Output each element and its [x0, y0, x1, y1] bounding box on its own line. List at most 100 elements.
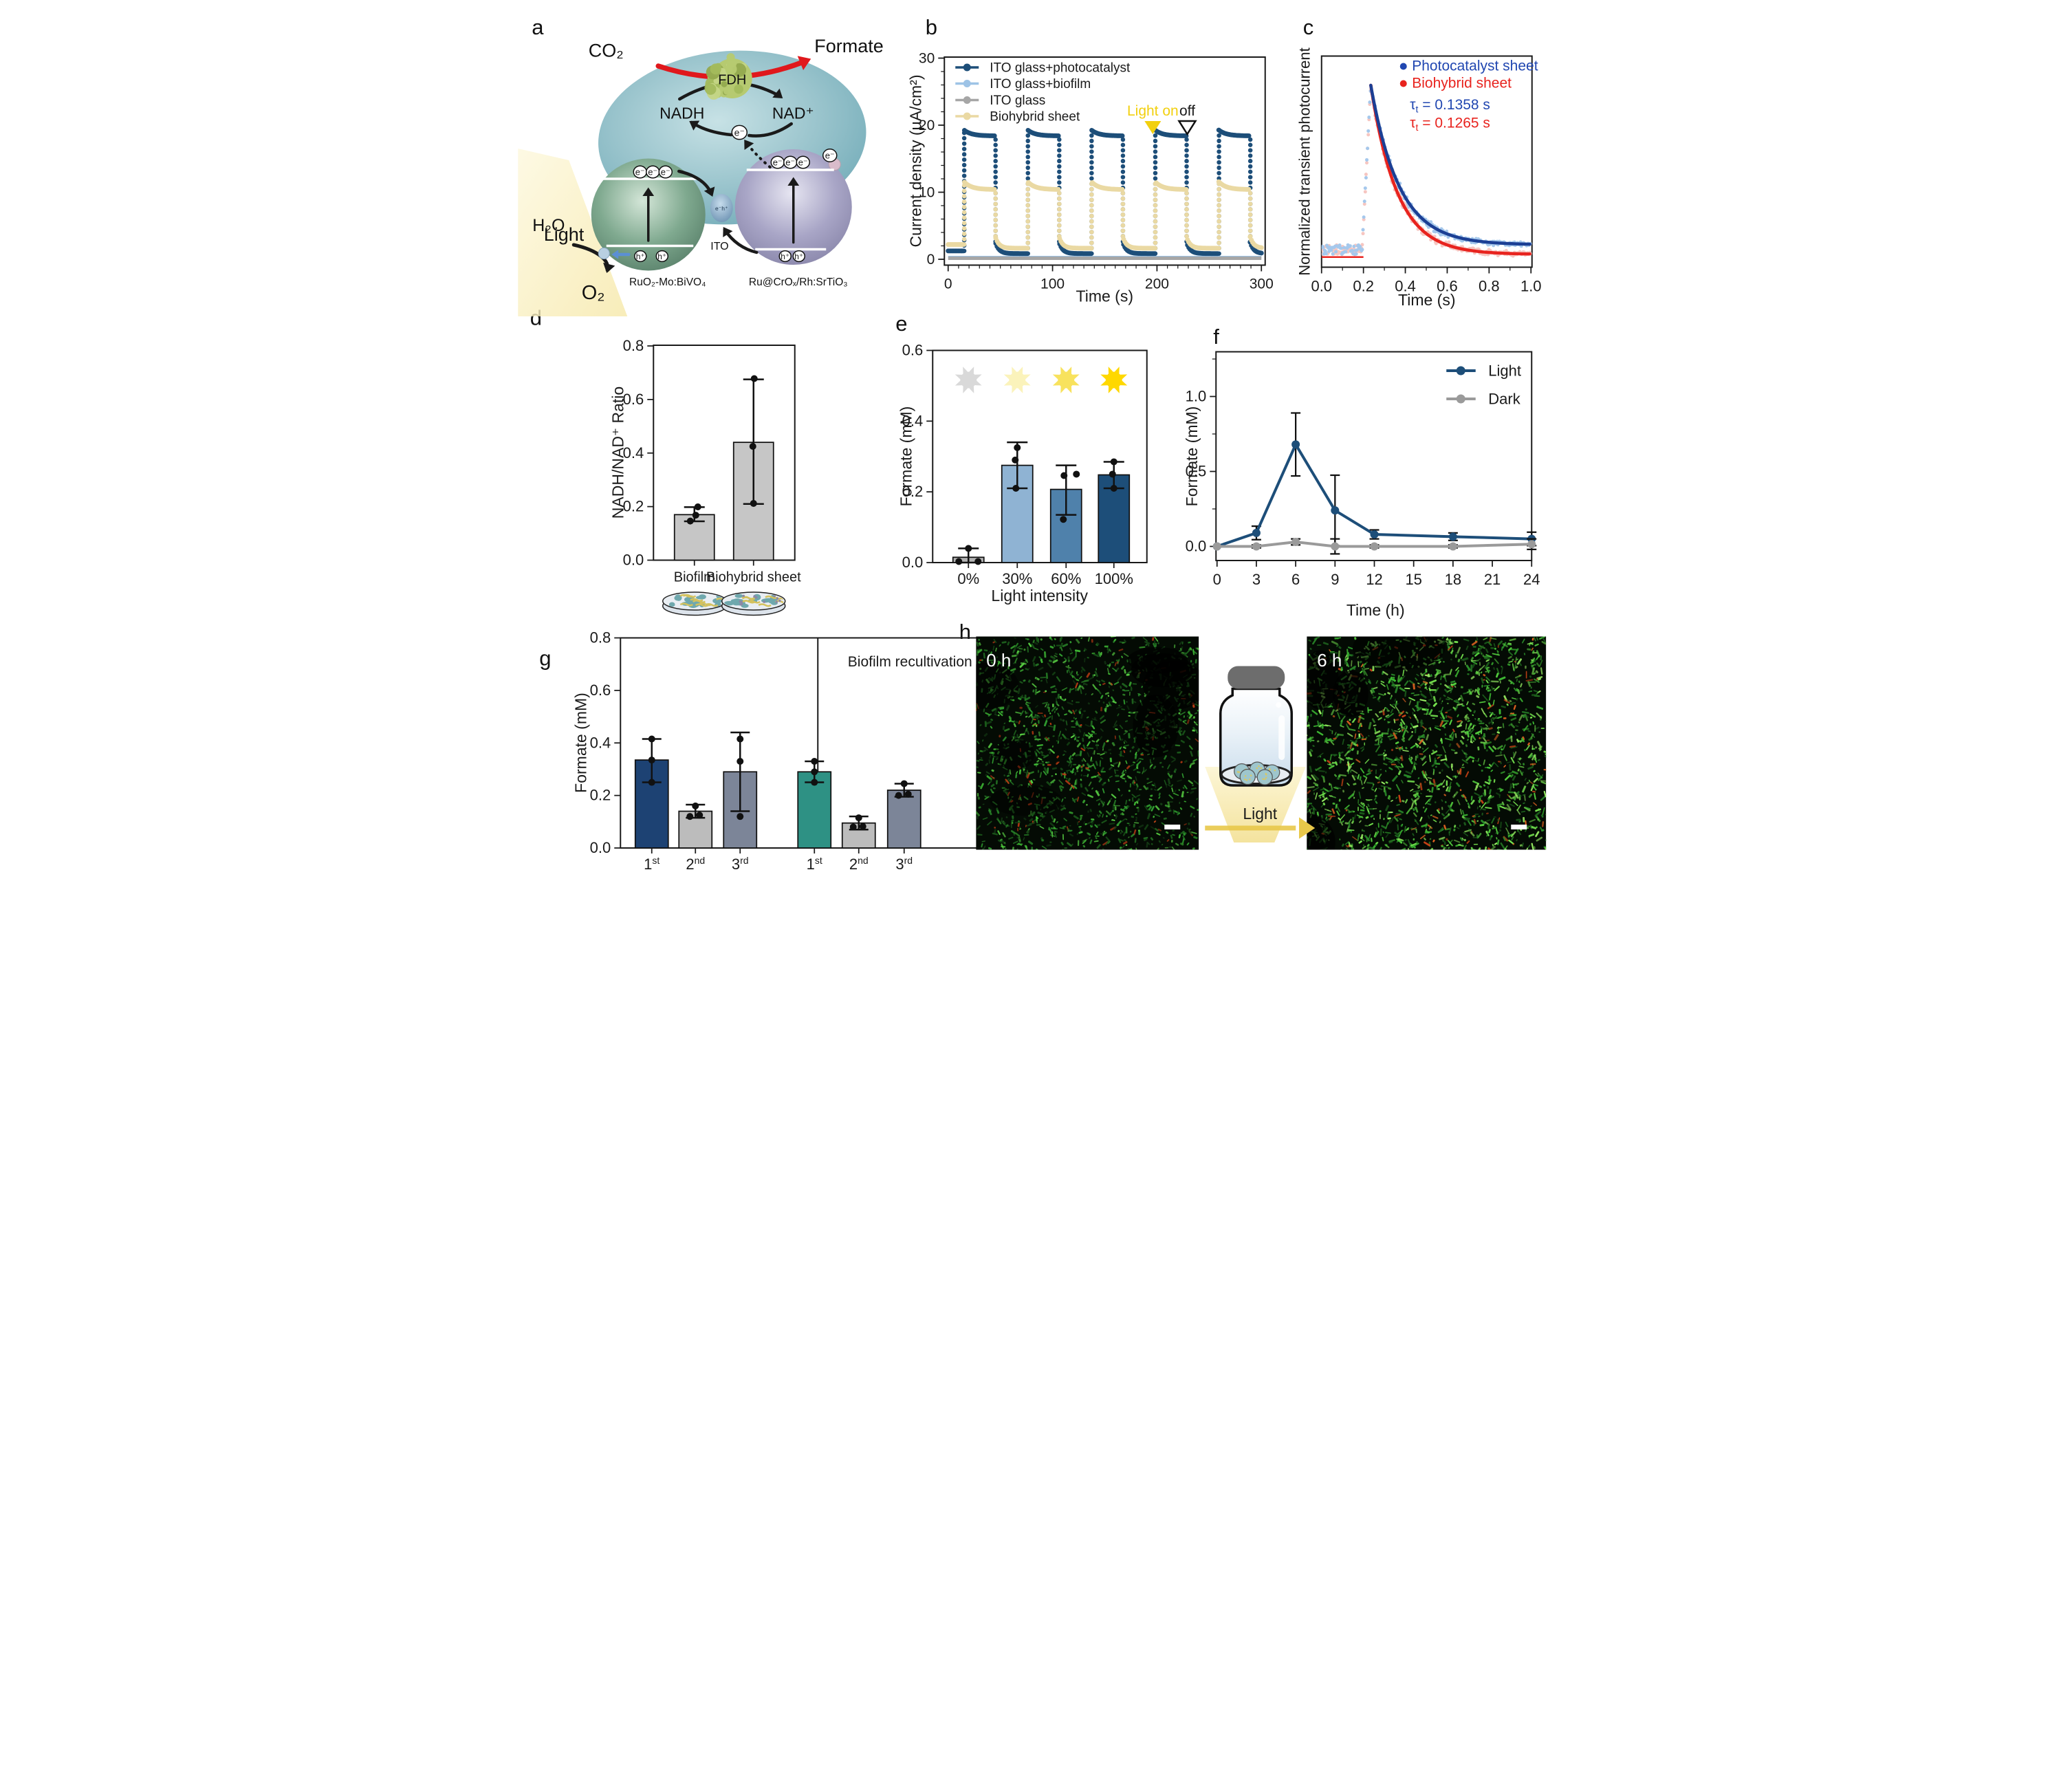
cell-speck	[1329, 754, 1332, 761]
cell-speck	[1444, 801, 1447, 803]
cell-speck	[1372, 696, 1377, 699]
cell-speck	[1084, 682, 1088, 686]
cell-speck	[1413, 797, 1419, 803]
cell-speck	[1338, 776, 1340, 780]
figure-page: a b c d e f g h e⁻h⁺ CO₂ Formate FDH NAD…	[518, 0, 1554, 886]
category-label: 30%	[1002, 570, 1032, 587]
cell-speck	[1106, 668, 1110, 674]
cell-speck	[1473, 710, 1476, 714]
cell-speck	[1173, 768, 1177, 773]
cell-speck	[1312, 787, 1320, 792]
legend-label: Light	[1488, 362, 1521, 380]
cell-speck	[1026, 704, 1031, 710]
legend-dot	[1399, 63, 1407, 70]
transition-dot	[1025, 149, 1031, 154]
cell-speck	[1415, 828, 1417, 834]
cell-speck	[1084, 657, 1086, 663]
cell-speck	[1104, 751, 1107, 754]
cell-speck	[1015, 642, 1019, 647]
cell-speck	[1344, 657, 1347, 665]
cell-speck	[1117, 676, 1122, 682]
cell-speck	[1311, 774, 1317, 781]
cell-speck	[1090, 720, 1093, 727]
cell-speck	[1019, 828, 1022, 830]
cell-speck	[990, 688, 992, 692]
cell-speck	[1038, 757, 1043, 761]
cell-speck	[1414, 795, 1417, 798]
cell-speck	[1003, 722, 1006, 724]
cell-speck	[1052, 704, 1054, 708]
data-dot	[1246, 186, 1252, 192]
transition-dot	[1217, 240, 1221, 246]
cell-speck	[1108, 673, 1111, 675]
cell-speck	[1434, 801, 1437, 803]
cell-speck	[981, 679, 984, 683]
cell-speck	[1126, 775, 1133, 780]
cell-speck	[1465, 817, 1471, 819]
cell-speck	[1091, 818, 1095, 825]
transition-dot	[1184, 207, 1189, 212]
cell-speck	[1124, 839, 1127, 842]
cell-speck	[1516, 697, 1519, 701]
scatter-dot	[1354, 252, 1358, 256]
cell-speck	[1363, 848, 1367, 850]
cell-speck	[1060, 737, 1062, 739]
cell-speck	[1108, 685, 1110, 688]
cell-speck	[1049, 645, 1054, 649]
cell-speck	[1327, 763, 1335, 768]
cell-speck	[1359, 776, 1362, 781]
transition-dot	[1025, 235, 1031, 240]
cell-speck	[1190, 805, 1195, 809]
cell-speck	[1084, 787, 1089, 792]
transition-dot	[1217, 192, 1221, 197]
transition-dot	[1089, 149, 1094, 154]
cell-speck	[1311, 710, 1318, 715]
cell-speck	[1002, 766, 1008, 770]
electron-badge-label: e⁻	[798, 157, 808, 168]
cell-speck	[1175, 744, 1181, 747]
cell-speck	[1089, 821, 1092, 823]
cell-speck	[1524, 749, 1526, 752]
cell-speck	[1374, 787, 1377, 792]
cell-speck	[1327, 759, 1331, 764]
cell-speck	[1168, 807, 1172, 812]
cell-speck	[1043, 767, 1048, 774]
cell-speck	[1178, 731, 1182, 736]
cell-speck	[1385, 834, 1389, 838]
cell-speck	[1144, 805, 1148, 811]
cell-speck	[1193, 780, 1199, 785]
transition-dot	[1120, 191, 1126, 196]
cell-speck	[1120, 794, 1123, 797]
cell-speck	[1082, 758, 1087, 762]
series-biohybrid-sheet	[946, 179, 1264, 251]
cell-speck	[1179, 727, 1182, 730]
sun-ray	[1072, 380, 1080, 386]
cell-speck	[1312, 638, 1318, 645]
category-label: 60%	[1051, 570, 1081, 587]
cell-speck	[1008, 836, 1014, 840]
legend-label: Dark	[1488, 391, 1520, 408]
cell-speck	[1184, 801, 1187, 803]
cell-speck	[1439, 836, 1446, 840]
cell-speck	[1100, 752, 1105, 756]
cell-speck	[1533, 783, 1539, 787]
cell-speck	[1435, 668, 1441, 672]
cell-speck	[1095, 798, 1101, 802]
cell-speck	[1025, 741, 1027, 743]
cell-speck	[1091, 730, 1095, 734]
cell-speck	[1016, 771, 1018, 774]
cell-speck	[1108, 748, 1112, 751]
cell-speck	[1544, 755, 1547, 760]
cell-speck	[1076, 833, 1079, 836]
cell-speck	[990, 661, 995, 667]
cell-speck	[1067, 710, 1073, 715]
cell-speck	[1060, 642, 1063, 645]
transition-dot	[1217, 251, 1221, 256]
cell-speck	[1005, 779, 1010, 784]
cell-speck	[1069, 647, 1073, 652]
cell-speck	[1483, 759, 1485, 765]
cell-speck	[1124, 769, 1126, 772]
cell-speck	[1023, 730, 1027, 735]
cell-speck	[1095, 790, 1100, 796]
transition-dot	[1120, 223, 1126, 228]
